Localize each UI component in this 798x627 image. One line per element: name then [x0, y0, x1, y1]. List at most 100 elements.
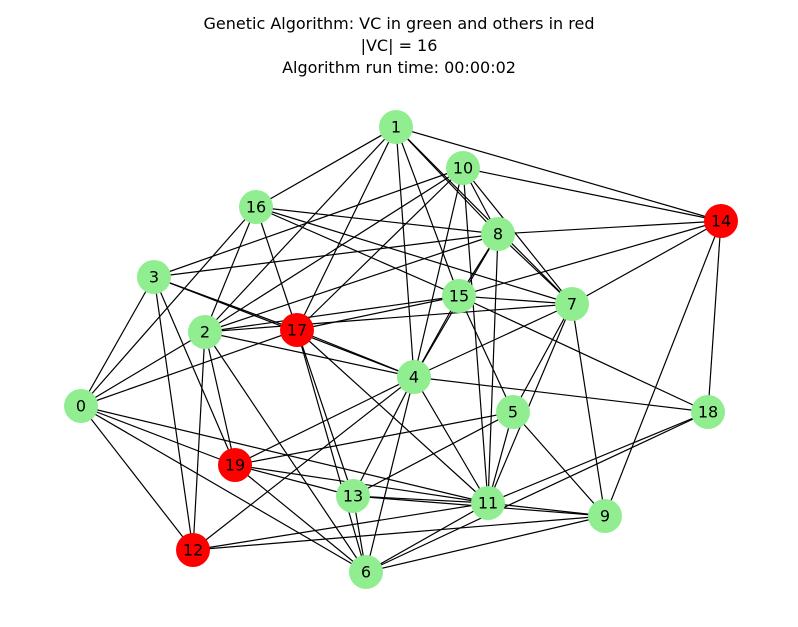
node-3: 3	[137, 260, 171, 294]
edge-17-11	[296, 329, 489, 504]
edge-7-2	[204, 303, 573, 333]
edge-0-11	[80, 405, 489, 504]
edge-8-14	[497, 220, 722, 235]
edge-11-9	[487, 502, 606, 517]
node-label-9: 9	[600, 507, 610, 526]
node-14: 14	[704, 204, 738, 238]
edge-2-19	[204, 331, 236, 466]
edge-9-6	[365, 515, 606, 573]
node-circle-3	[137, 260, 171, 294]
edge-7-11	[487, 303, 573, 504]
node-label-19: 19	[225, 456, 245, 475]
node-circle-17	[280, 313, 314, 347]
edge-1-16	[255, 126, 397, 208]
node-6: 6	[349, 555, 383, 589]
edge-10-11	[462, 167, 489, 504]
edge-18-6	[365, 411, 709, 573]
edge-10-2	[204, 167, 464, 333]
edge-10-14	[462, 167, 722, 222]
edge-17-6	[296, 329, 367, 573]
edge-16-8	[255, 206, 499, 235]
node-circle-4	[397, 360, 431, 394]
node-circle-10	[446, 151, 480, 185]
edge-15-17	[296, 295, 460, 331]
node-circle-16	[239, 190, 273, 224]
node-label-5: 5	[508, 403, 518, 422]
edge-17-4	[296, 329, 415, 378]
edge-10-7	[462, 167, 573, 305]
edge-15-5	[458, 295, 514, 413]
node-circle-8	[481, 217, 515, 251]
edge-15-7	[458, 295, 573, 305]
edge-7-5	[512, 303, 573, 413]
edge-1-7	[395, 126, 573, 305]
node-12: 12	[176, 533, 210, 567]
node-15: 15	[442, 279, 476, 313]
edge-5-9	[512, 411, 606, 517]
node-19: 19	[218, 448, 252, 482]
edge-0-19	[80, 405, 236, 466]
edge-4-19	[234, 376, 415, 466]
node-label-6: 6	[361, 563, 371, 582]
edge-1-14	[395, 126, 722, 222]
edge-16-17	[255, 206, 298, 331]
edge-12-9	[192, 515, 606, 551]
edge-17-0	[80, 329, 298, 407]
node-circle-5	[496, 395, 530, 429]
edge-4-6	[365, 376, 415, 573]
node-label-10: 10	[453, 159, 473, 178]
edge-12-11	[192, 502, 489, 551]
node-17: 17	[280, 313, 314, 347]
edge-14-15	[458, 220, 722, 297]
edge-1-17	[296, 126, 397, 331]
edges-layer	[80, 126, 722, 573]
node-circle-6	[349, 555, 383, 589]
node-label-7: 7	[567, 295, 577, 314]
edge-11-18	[487, 411, 709, 504]
edge-4-18	[413, 376, 709, 413]
node-7: 7	[555, 287, 589, 321]
node-label-15: 15	[449, 287, 469, 306]
node-16: 16	[239, 190, 273, 224]
edge-8-3	[153, 233, 499, 278]
title-run-time: Algorithm run time: 00:00:02	[282, 58, 516, 77]
node-10: 10	[446, 151, 480, 185]
node-label-0: 0	[76, 397, 86, 416]
node-label-2: 2	[200, 323, 210, 342]
edge-4-12	[192, 376, 415, 551]
edge-2-6	[204, 331, 367, 573]
node-11: 11	[471, 486, 505, 520]
edge-0-6	[80, 405, 367, 573]
node-circle-18	[691, 395, 725, 429]
node-0: 0	[64, 389, 98, 423]
node-circle-2	[188, 315, 222, 349]
title-algorithm: Genetic Algorithm: VC in green and other…	[203, 14, 595, 33]
node-circle-12	[176, 533, 210, 567]
node-circle-13	[336, 479, 370, 513]
edge-0-12	[80, 405, 194, 551]
edge-1-2	[204, 126, 397, 333]
node-4: 4	[397, 360, 431, 394]
edge-15-2	[204, 295, 460, 333]
edge-19-6	[234, 464, 367, 573]
node-circle-15	[442, 279, 476, 313]
edge-7-4	[413, 303, 573, 378]
edge-3-19	[153, 276, 236, 466]
edge-3-0	[80, 276, 155, 407]
node-1: 1	[379, 110, 413, 144]
node-5: 5	[496, 395, 530, 429]
node-label-1: 1	[391, 118, 401, 137]
node-circle-19	[218, 448, 252, 482]
edge-14-9	[604, 220, 722, 517]
edge-1-4	[395, 126, 415, 378]
node-circle-7	[555, 287, 589, 321]
title-vc-size: |VC| = 16	[360, 36, 438, 55]
node-label-13: 13	[343, 487, 363, 506]
node-13: 13	[336, 479, 370, 513]
edge-5-13	[352, 411, 514, 497]
node-8: 8	[481, 217, 515, 251]
edge-15-18	[458, 295, 709, 413]
